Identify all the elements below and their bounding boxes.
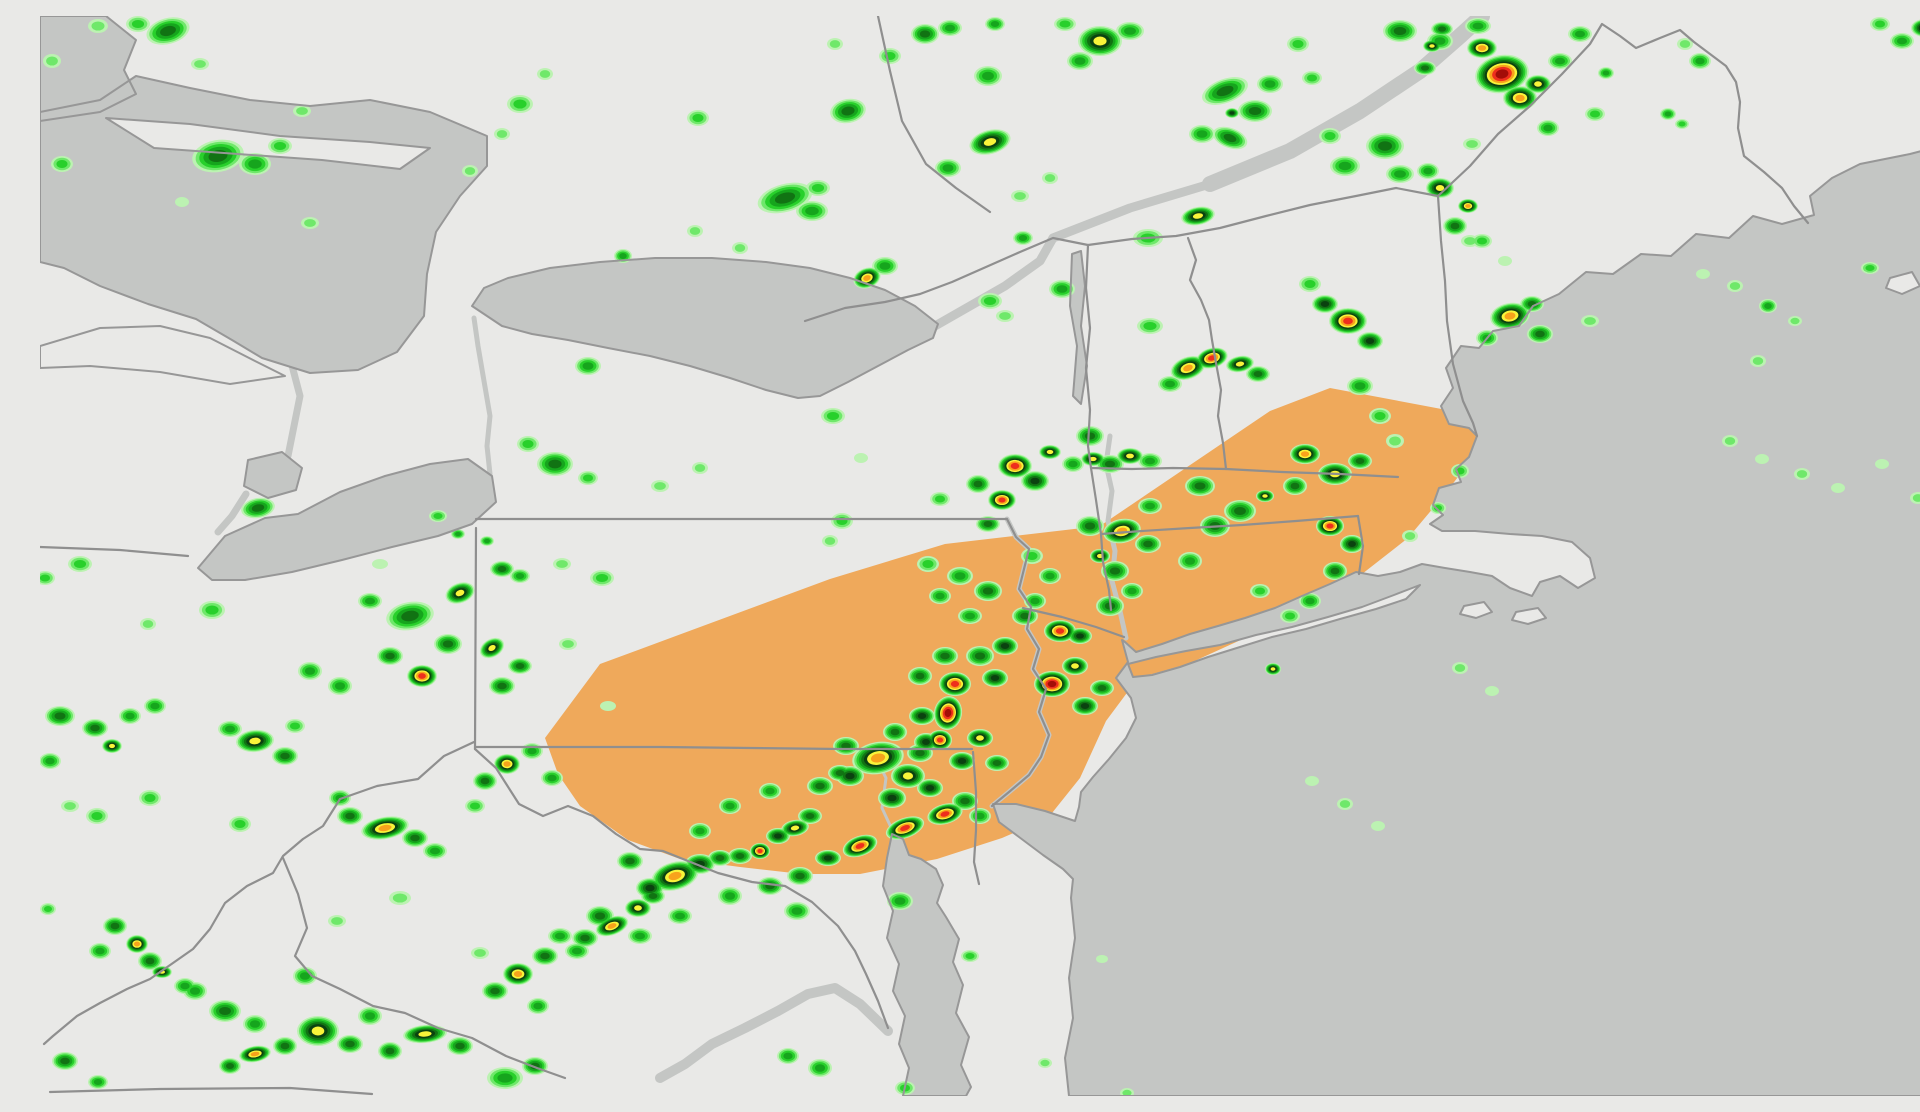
lake-ontario-outline <box>471 257 939 399</box>
lake-ontario-fill <box>472 258 938 398</box>
georgian-bay-outline <box>40 75 488 374</box>
detroit-river <box>214 490 250 536</box>
grand-manan-island-outline <box>1885 271 1920 295</box>
lake-st-clair-outline <box>243 451 303 499</box>
atlantic-ocean-fill <box>993 151 1920 1096</box>
radar-map-svg <box>40 16 1920 1096</box>
border-delaware-river-border <box>990 517 1051 808</box>
st-clair-river <box>284 354 304 460</box>
long-island-outline <box>1127 584 1421 678</box>
bruce-peninsula-outline <box>40 325 286 385</box>
lake-erie-fill <box>198 459 496 580</box>
potomac-river <box>655 983 893 1083</box>
manitoulin-island-outline <box>105 117 431 170</box>
lake-huron-north-channel-outline <box>40 16 137 122</box>
niagara-river <box>471 315 493 477</box>
border-ny-vt <box>1084 243 1093 470</box>
border-ma-north <box>1089 466 1400 479</box>
lake-erie-outline <box>197 458 497 581</box>
chesapeake-bay-outline <box>882 833 972 1096</box>
border-wv-va-potomac <box>473 747 890 1030</box>
manitoulin-island <box>106 118 430 169</box>
bruce-peninsula <box>40 326 285 384</box>
weather-radar-watch-map <box>40 16 1920 1096</box>
border-vt-nh <box>1186 236 1228 471</box>
border-mi-oh <box>40 545 190 558</box>
border-nh-me <box>1436 194 1479 438</box>
border-mason-dixon <box>473 745 974 751</box>
lake-st-clair-fill <box>244 452 302 498</box>
border-ct-ri <box>1356 514 1365 576</box>
border-ohio-river <box>42 740 476 1046</box>
border-ky-va <box>281 856 567 1080</box>
radar-layer <box>40 16 1920 1096</box>
border-ottawa-river <box>876 16 992 214</box>
water-layer <box>40 16 1920 1096</box>
marthas-vineyard-outline <box>1459 601 1493 619</box>
border-ny-ma <box>1089 466 1103 536</box>
border-quebec-maine <box>1436 22 1810 225</box>
atlantic-ocean-outline <box>992 150 1920 1096</box>
st-lawrence-wide <box>1202 16 1490 192</box>
st-lawrence-river <box>930 179 1215 331</box>
border-ma-ct-ri <box>1099 514 1360 536</box>
border-ny-ct <box>1099 532 1113 612</box>
border-pa-west <box>473 526 478 751</box>
border-de-md <box>971 750 981 886</box>
border-ny-nj <box>1021 606 1126 639</box>
nantucket-outline <box>1511 607 1547 625</box>
lake-champlain-outline <box>1069 250 1088 405</box>
